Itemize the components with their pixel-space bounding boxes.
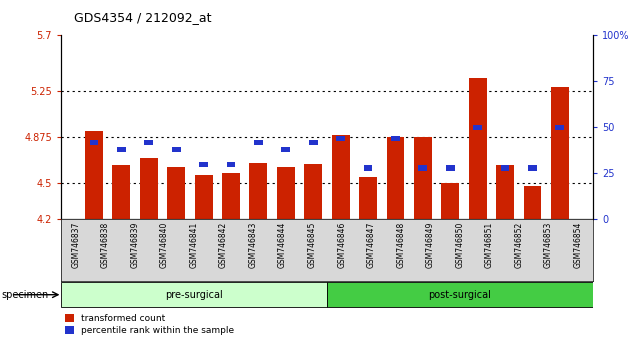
Text: GSM746850: GSM746850 bbox=[455, 221, 465, 268]
Bar bbox=[391, 136, 400, 141]
Text: specimen: specimen bbox=[1, 290, 49, 300]
Bar bbox=[363, 165, 372, 171]
Text: GSM746849: GSM746849 bbox=[426, 221, 435, 268]
Text: GSM746837: GSM746837 bbox=[71, 221, 80, 268]
Bar bbox=[441, 183, 459, 219]
Text: post-surgical: post-surgical bbox=[428, 290, 492, 300]
FancyBboxPatch shape bbox=[327, 282, 593, 307]
Bar bbox=[172, 147, 181, 152]
Bar bbox=[140, 158, 158, 219]
Bar bbox=[277, 167, 295, 219]
Text: GSM746851: GSM746851 bbox=[485, 221, 494, 268]
Bar bbox=[195, 175, 213, 219]
Text: GSM746847: GSM746847 bbox=[367, 221, 376, 268]
Bar bbox=[414, 137, 432, 219]
Bar bbox=[167, 167, 185, 219]
Bar bbox=[226, 162, 235, 167]
Bar bbox=[445, 165, 454, 171]
Bar bbox=[473, 125, 482, 130]
Bar bbox=[331, 135, 349, 219]
Bar bbox=[528, 165, 537, 171]
Text: GSM746845: GSM746845 bbox=[308, 221, 317, 268]
Bar bbox=[309, 139, 318, 145]
Bar bbox=[524, 186, 542, 219]
Text: GSM746841: GSM746841 bbox=[189, 221, 199, 268]
Bar bbox=[117, 147, 126, 152]
Text: GSM746843: GSM746843 bbox=[249, 221, 258, 268]
Bar bbox=[419, 165, 428, 171]
Text: GSM746844: GSM746844 bbox=[278, 221, 287, 268]
Text: pre-surgical: pre-surgical bbox=[165, 290, 223, 300]
Text: GSM746842: GSM746842 bbox=[219, 221, 228, 268]
Bar bbox=[551, 87, 569, 219]
Bar bbox=[249, 163, 267, 219]
FancyBboxPatch shape bbox=[61, 282, 327, 307]
Bar bbox=[144, 139, 153, 145]
Bar bbox=[469, 78, 487, 219]
Text: GSM746846: GSM746846 bbox=[337, 221, 346, 268]
Text: GSM746848: GSM746848 bbox=[396, 221, 405, 268]
Bar bbox=[501, 165, 510, 171]
Bar bbox=[387, 137, 404, 219]
Bar bbox=[222, 173, 240, 219]
Text: GSM746854: GSM746854 bbox=[574, 221, 583, 268]
Text: GDS4354 / 212092_at: GDS4354 / 212092_at bbox=[74, 11, 212, 24]
Bar bbox=[304, 164, 322, 219]
Bar bbox=[555, 125, 564, 130]
Bar bbox=[112, 165, 130, 219]
Bar bbox=[199, 162, 208, 167]
Text: GSM746853: GSM746853 bbox=[544, 221, 553, 268]
Bar bbox=[85, 131, 103, 219]
Text: GSM746839: GSM746839 bbox=[130, 221, 139, 268]
Text: GSM746840: GSM746840 bbox=[160, 221, 169, 268]
Bar bbox=[336, 136, 345, 141]
Bar bbox=[90, 139, 99, 145]
Legend: transformed count, percentile rank within the sample: transformed count, percentile rank withi… bbox=[65, 314, 234, 335]
Bar bbox=[359, 177, 377, 219]
Text: GSM746852: GSM746852 bbox=[515, 221, 524, 268]
Text: GSM746838: GSM746838 bbox=[101, 221, 110, 268]
Bar bbox=[281, 147, 290, 152]
Bar bbox=[496, 165, 514, 219]
Bar bbox=[254, 139, 263, 145]
